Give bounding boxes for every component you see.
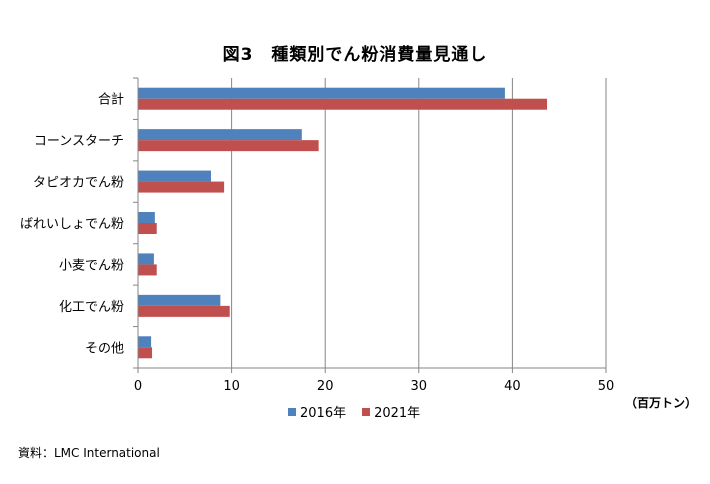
legend-label-2021: 2021年 <box>374 406 421 421</box>
x-tick-label-0: 0 <box>134 379 142 394</box>
category-label-5: 化工でん粉 <box>59 300 124 315</box>
bar-2016-0 <box>138 87 505 99</box>
category-label-6: その他 <box>85 341 124 356</box>
category-label-4: 小麦でん粉 <box>59 258 124 273</box>
bar-2016-4 <box>138 253 154 265</box>
chart-title: 図3 種類別でん粉消費量見通し <box>222 45 488 65</box>
legend-swatch-2021 <box>362 407 371 416</box>
bar-2016-1 <box>138 129 302 141</box>
category-label-2: タピオカでん粉 <box>33 176 124 191</box>
bar-2016-2 <box>138 170 212 182</box>
legend: 2016年 2021年 <box>288 402 420 421</box>
category-label-0: 合計 <box>98 92 124 108</box>
legend-item-2021: 2021年 <box>362 402 420 421</box>
category-label-1: コーンスターチ <box>34 134 124 149</box>
legend-swatch-2016 <box>288 407 296 416</box>
bar-2021-0 <box>138 98 548 110</box>
category-label-3: ばれいしょでん粉 <box>20 217 124 232</box>
legend-label-2016: 2016年 <box>300 406 347 421</box>
bar-2021-4 <box>138 264 157 276</box>
x-tick-label-50: 50 <box>598 379 615 394</box>
bar-2016-3 <box>138 212 155 223</box>
source-note: 資料：LMC International <box>18 446 160 460</box>
bar-2016-6 <box>138 336 152 348</box>
legend-item-2016: 2016年 <box>288 402 346 421</box>
bar-2021-3 <box>138 223 157 234</box>
bar-2021-5 <box>138 305 230 317</box>
x-tick-label-10: 10 <box>223 379 240 394</box>
bar-2016-5 <box>138 294 221 306</box>
bar-2021-2 <box>138 181 225 193</box>
x-tick-label-20: 20 <box>317 379 334 394</box>
unit-label: （百万トン） <box>625 396 698 410</box>
x-tick-label-30: 30 <box>411 379 428 394</box>
x-tick-label-40: 40 <box>504 379 521 394</box>
bar-2021-6 <box>138 347 153 359</box>
bar-2021-1 <box>138 140 319 152</box>
